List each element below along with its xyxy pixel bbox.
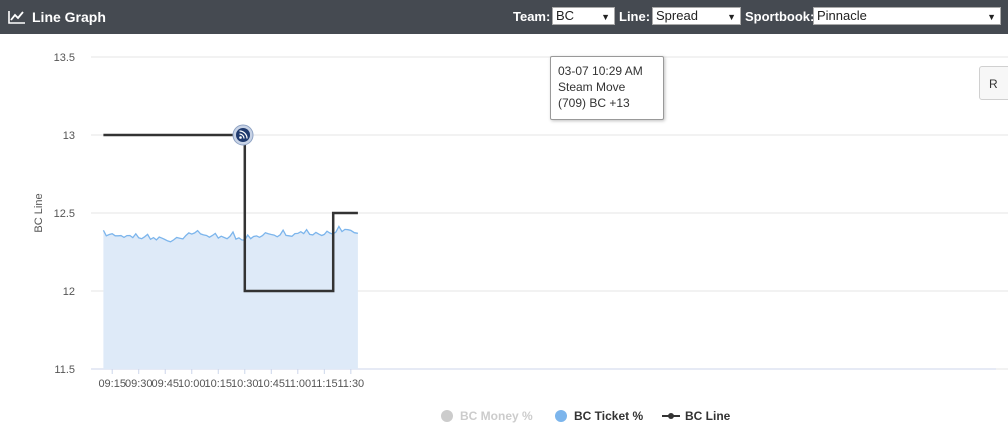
chevron-down-icon: ▼ <box>601 12 610 22</box>
legend-dot-icon <box>441 410 453 422</box>
bc-line <box>103 133 358 293</box>
ticket-area <box>103 226 358 369</box>
chevron-down-icon: ▼ <box>987 12 996 22</box>
x-tick-label: 09:45 <box>151 378 179 390</box>
legend-item-line[interactable]: BC Line <box>662 409 730 423</box>
tooltip-detail: (709) BC +13 <box>558 96 630 110</box>
line-chart-icon <box>8 11 25 24</box>
legend-item-money[interactable]: BC Money % <box>441 409 533 423</box>
y-tick-label: 11.5 <box>54 364 75 376</box>
y-tick-label: 13 <box>63 130 75 142</box>
line-select-value: Spread <box>656 8 698 23</box>
team-label: Team: <box>513 9 551 24</box>
tooltip-time: 03-07 10:29 AM <box>558 64 643 78</box>
header-bar: Line Graph Team: BC ▼ Line: Spread ▼ Spo… <box>0 0 1008 34</box>
reset-zoom-button[interactable]: R <box>979 66 1008 100</box>
legend-line-icon <box>662 413 680 419</box>
marker-arc <box>239 130 248 139</box>
x-tick-label: 10:45 <box>258 378 286 390</box>
ticket-line <box>102 225 359 243</box>
y-tick-label: 12.5 <box>54 208 75 220</box>
chevron-down-icon: ▼ <box>727 12 736 22</box>
title-area: Line Graph <box>8 8 106 26</box>
x-tick-label: 11:30 <box>337 378 364 390</box>
y-axis-title: BC Line <box>33 193 45 232</box>
legend-item-ticket[interactable]: BC Ticket % <box>555 409 643 423</box>
line-select[interactable]: Spread ▼ <box>652 7 741 25</box>
x-tick-label: 09:30 <box>125 378 153 390</box>
tooltip-event: Steam Move <box>558 80 626 94</box>
team-select-value: BC <box>556 8 575 23</box>
x-tick-label: 10:00 <box>178 378 206 390</box>
legend-dot-icon <box>555 410 567 422</box>
sportsbook-label: Sportbook: <box>745 9 815 24</box>
legend-label-ticket: BC Ticket % <box>574 409 644 423</box>
x-tick-label: 11:00 <box>284 378 311 390</box>
y-tick-label: 13.5 <box>54 52 75 64</box>
x-tick-label: 11:15 <box>311 378 338 390</box>
marker-arc <box>239 133 245 139</box>
team-select[interactable]: BC ▼ <box>552 7 615 25</box>
page-title: Line Graph <box>32 9 106 25</box>
x-tick-label: 10:15 <box>205 378 233 390</box>
sportsbook-select[interactable]: Pinnacle ▼ <box>813 7 1001 25</box>
x-tick-label: 10:30 <box>231 378 259 390</box>
chart-tooltip: 03-07 10:29 AM Steam Move (709) BC +13 <box>550 56 664 120</box>
marker-dot <box>239 136 242 139</box>
y-tick-label: 12 <box>63 286 75 298</box>
legend-label-line: BC Line <box>685 409 731 423</box>
sportsbook-select-value: Pinnacle <box>817 8 867 23</box>
x-tick-label: 09:15 <box>98 378 126 390</box>
legend-label-money: BC Money % <box>460 409 533 423</box>
line-label: Line: <box>619 9 651 24</box>
